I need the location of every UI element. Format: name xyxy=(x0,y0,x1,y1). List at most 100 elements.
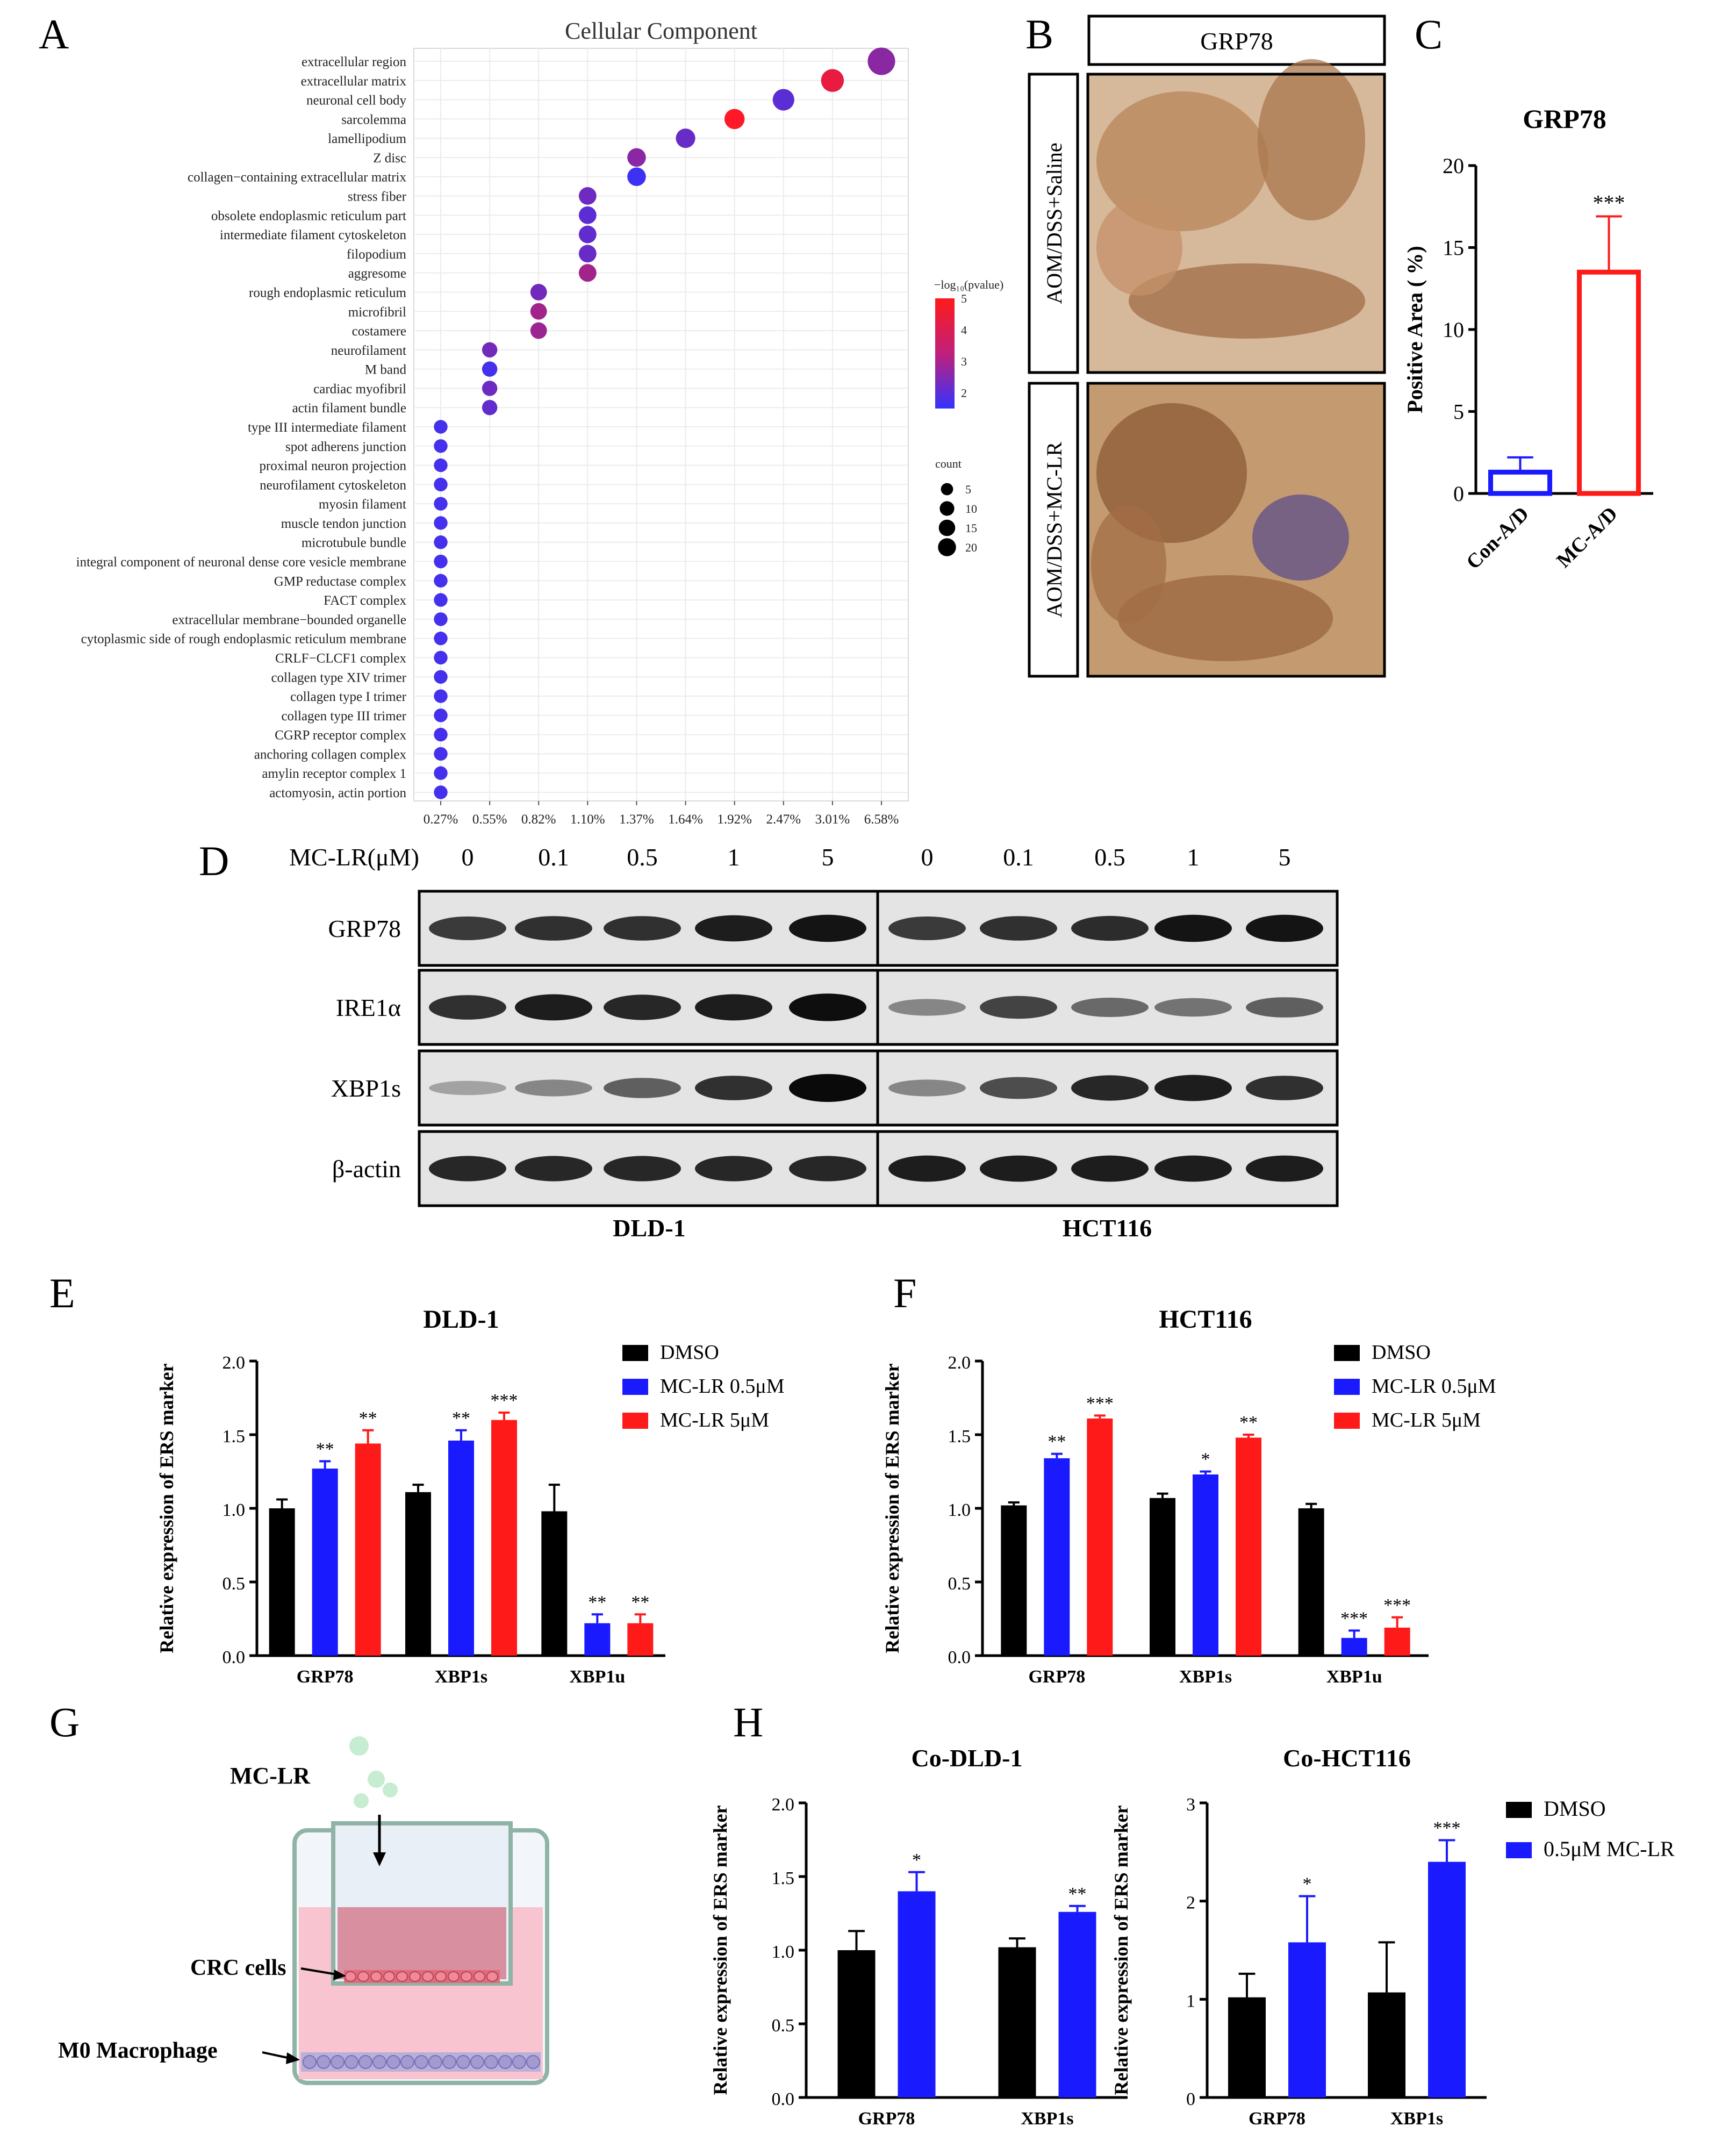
colorbar-title: −log₁₀(pvalue) xyxy=(934,278,1003,291)
arrow-head xyxy=(373,1852,386,1866)
protein-band xyxy=(888,917,966,940)
x-tick-label: GRP78 xyxy=(1028,1667,1085,1687)
crc-cell xyxy=(396,1971,408,1982)
panel-label-d: D xyxy=(199,837,229,884)
y-tick-label: 3 xyxy=(1186,1795,1195,1815)
chart-title: GRP78 xyxy=(1523,104,1606,134)
protein-band xyxy=(604,1156,681,1182)
colorbar-tick: 3 xyxy=(961,355,967,368)
panel-g-schematic: MC-LR CRC cells M0 Macrophage xyxy=(58,1736,549,2085)
term-label: GMP reductase complex xyxy=(274,574,407,589)
panel-f-bar-chart: 0.0 0.5 1.0 1.5 2.0 HCT116 Relative expression… xyxy=(881,1305,1496,1687)
protein-band xyxy=(789,1074,866,1102)
crc-cell xyxy=(370,1971,382,1982)
bar xyxy=(1577,269,1641,496)
term-label: actomyosin, actin portion xyxy=(269,786,406,800)
significance-label: *** xyxy=(1340,1608,1368,1628)
y-tick-label: 1 xyxy=(1186,1991,1195,2011)
x-tick-label: XBP1s xyxy=(1021,2109,1073,2129)
legend-label: MC-LR 0.5μM xyxy=(660,1375,785,1398)
term-label: sarcolemma xyxy=(341,112,406,127)
dot xyxy=(867,47,895,75)
y-tick-label: 0 xyxy=(1453,482,1464,506)
y-tick-label: 0.0 xyxy=(948,1648,971,1667)
significance-label: * xyxy=(1201,1450,1210,1470)
crc-cell xyxy=(474,1971,485,1982)
macrophage-cell xyxy=(526,2055,540,2069)
x-tick-label: 1.64% xyxy=(668,812,703,827)
protein-band xyxy=(429,1080,506,1096)
term-label: anchoring collagen complex xyxy=(254,747,407,762)
dot xyxy=(434,535,448,549)
dot xyxy=(578,245,597,263)
bar xyxy=(541,1511,568,1656)
panel-label-e: E xyxy=(49,1270,75,1316)
bar xyxy=(1193,1474,1218,1656)
x-tick-label: XBP1s xyxy=(435,1667,487,1687)
y-tick-label: 1.5 xyxy=(223,1427,246,1447)
ihc-image-border xyxy=(1086,382,1386,678)
bar xyxy=(1384,1627,1410,1656)
x-tick-label: GRP78 xyxy=(1249,2109,1305,2129)
dot xyxy=(578,264,597,282)
crc-cell xyxy=(461,1971,472,1982)
dot xyxy=(434,631,448,646)
legend-swatch xyxy=(1334,1379,1360,1395)
protein-band xyxy=(1154,1155,1232,1182)
term-label: intermediate filament cytoskeleton xyxy=(220,228,407,242)
dot xyxy=(482,361,498,377)
protein-label: XBP1s xyxy=(331,1075,401,1102)
dot xyxy=(627,148,646,167)
bar xyxy=(627,1623,654,1656)
y-tick-label: 1.5 xyxy=(948,1427,971,1447)
crc-label: CRC cells xyxy=(190,1956,286,1980)
protein-label: IRE1α xyxy=(336,994,401,1021)
x-tick-label: 6.58% xyxy=(864,812,899,827)
x-tick-label: GRP78 xyxy=(858,2109,915,2129)
chart-title: HCT116 xyxy=(1159,1305,1252,1334)
dose-label: 1 xyxy=(728,843,740,871)
dot xyxy=(627,167,646,187)
dot xyxy=(434,574,448,588)
m0-label: M0 Macrophage xyxy=(58,2038,218,2063)
x-tick-label: Con-A/D xyxy=(1462,503,1533,574)
y-tick-label: 1.0 xyxy=(223,1500,246,1520)
crc-cell xyxy=(486,1971,498,1982)
dot xyxy=(676,128,695,148)
dose-label: 5 xyxy=(1279,843,1291,871)
term-label: myosin filament xyxy=(319,497,406,512)
macrophage-cell xyxy=(358,2055,372,2069)
bar xyxy=(1228,1997,1266,2097)
y-tick-label: 0.0 xyxy=(223,1648,246,1667)
legend-swatch xyxy=(1506,1842,1532,1858)
legend-label: MC-LR 5μM xyxy=(1372,1409,1481,1431)
significance-label: ** xyxy=(1239,1413,1258,1433)
protein-label: β-actin xyxy=(332,1155,401,1183)
panel-h-co-hct116-chart: 0 1 2 3 Co-HCT116 Relative expression of ERS … xyxy=(1110,1744,1675,2129)
protein-band xyxy=(515,1079,592,1097)
x-tick-label: 2.47% xyxy=(766,812,801,827)
term-label: proximal neuron projection xyxy=(259,459,406,474)
dot xyxy=(434,747,448,761)
macrophage-cell xyxy=(456,2055,470,2069)
macrophage-cell xyxy=(512,2055,526,2069)
protein-band xyxy=(789,914,866,942)
bar xyxy=(837,1950,876,2097)
tissue-region xyxy=(1096,91,1268,231)
protein-band xyxy=(888,999,966,1016)
y-tick-label: 2 xyxy=(1186,1893,1195,1913)
x-tick-label: XBP1s xyxy=(1390,2109,1443,2129)
protein-band xyxy=(695,1076,772,1100)
plot-area xyxy=(413,48,909,801)
dose-label: 0 xyxy=(462,843,474,871)
macrophage-cell xyxy=(484,2055,498,2069)
term-label: muscle tendon junction xyxy=(281,517,407,531)
dot xyxy=(578,225,597,244)
crc-cell xyxy=(345,1971,356,1982)
term-label: obsolete endoplasmic reticulum part xyxy=(211,209,406,223)
y-axis-label: Relative expression of ERS marker xyxy=(1110,1805,1132,2095)
significance-label: ** xyxy=(631,1592,649,1612)
bar xyxy=(1488,469,1552,496)
y-tick-label: 1.5 xyxy=(772,1868,795,1888)
dot xyxy=(482,342,498,358)
